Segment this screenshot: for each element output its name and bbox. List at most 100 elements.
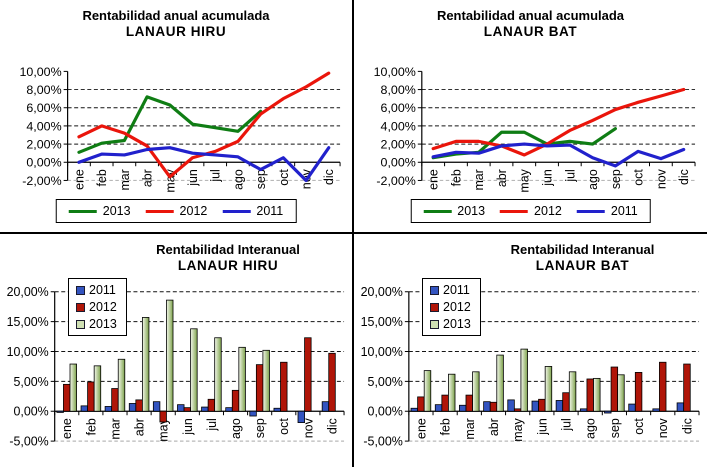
svg-text:2,00%: 2,00% [26,138,61,152]
svg-text:ene: ene [72,169,86,190]
legend-entry-2013: 2013 [423,204,485,218]
svg-text:10,00%: 10,00% [374,65,416,79]
svg-text:nov: nov [654,168,668,189]
svg-text:abr: abr [487,418,501,436]
legend-label: 2013 [89,317,117,331]
legend-label: 2012 [534,204,562,218]
legend-entry-2011: 2011 [430,283,471,297]
svg-text:jun: jun [186,169,200,187]
legend-label: 2011 [443,283,470,297]
legend-line-swatch-2012 [500,209,529,213]
svg-text:10,00%: 10,00% [361,345,403,359]
svg-text:jun: jun [535,418,549,436]
panel-interanual-bat: Rentabilidad Interanual LANAUR BAT 20,00… [354,234,707,467]
svg-text:10,00%: 10,00% [20,65,62,79]
legend-square-swatch-2013 [76,319,85,329]
legend-line-swatch-2012 [145,209,174,213]
legend-label: 2012 [443,300,471,314]
legend-label: 2012 [89,300,117,314]
legend-entry-2012: 2012 [145,204,208,218]
bar-chart-svg: 20,00% 15,00% 10,00% 5,00% 0,00% -5,00% ene feb… [361,285,700,449]
svg-text:20,00%: 20,00% [361,285,403,299]
chart-title-line2: LANAUR HIRU [125,24,227,39]
svg-text:oct: oct [277,418,291,435]
svg-text:-2,00%: -2,00% [376,174,415,188]
svg-text:oct: oct [632,169,646,186]
svg-text:2,00%: 2,00% [381,138,416,152]
svg-text:ene: ene [414,418,428,439]
svg-text:jul: jul [563,169,577,182]
svg-text:dic: dic [677,169,691,185]
chart-title: Rentabilidad anual acumulada LANAUR BAT [354,8,707,40]
legend-square-swatch-2011 [430,285,439,295]
svg-text:abr: abr [141,169,155,187]
line-chart-svg: 10,00% 8,00% 6,00% 4,00% 2,00% 0,00% -2,00% ene… [20,65,341,193]
legend: 2013 2012 2011 [55,199,297,223]
svg-text:4,00%: 4,00% [381,119,416,133]
legend-square-swatch-2013 [430,319,439,329]
svg-text:mar: mar [463,418,477,439]
line-chart-acumulada-bat: 10,00% 8,00% 6,00% 4,00% 2,00% 0,00% -2,00% ene… [354,0,707,232]
panel-interanual-hiru: Rentabilidad Interanual LANAUR HIRU 20,0… [0,234,354,467]
svg-text:6,00%: 6,00% [381,101,416,115]
svg-text:0,00%: 0,00% [14,405,49,419]
chart-title: Rentabilidad Interanual LANAUR HIRU [108,242,348,274]
svg-text:8,00%: 8,00% [381,83,416,97]
svg-text:may: may [511,417,525,441]
chart-title-line1: Rentabilidad Interanual [156,242,300,257]
svg-text:ene: ene [60,418,74,439]
legend-label: 2011 [256,204,284,218]
legend-label: 2013 [102,204,131,218]
svg-text:ago: ago [584,418,598,439]
svg-text:mar: mar [472,169,486,190]
svg-text:jul: jul [209,169,223,182]
svg-text:-2,00%: -2,00% [22,174,61,188]
chart-title: Rentabilidad anual acumulada LANAUR HIRU [0,8,352,40]
legend-line-swatch-2013 [423,209,452,213]
svg-text:ago: ago [229,418,243,439]
svg-text:nov: nov [656,417,670,438]
svg-text:may: may [157,417,171,441]
svg-text:15,00%: 15,00% [361,315,403,329]
bar-chart-interanual-hiru: 20,00% 15,00% 10,00% 5,00% 0,00% -5,00% ene feb… [0,234,352,467]
chart-title-line1: Rentabilidad anual acumulada [82,8,270,23]
svg-text:sep: sep [254,169,268,189]
svg-text:sep: sep [608,418,622,438]
svg-text:dic: dic [322,169,336,185]
svg-text:feb: feb [449,169,463,186]
legend-entry-2013: 2013 [68,204,131,218]
svg-text:6,00%: 6,00% [26,101,61,115]
svg-text:oct: oct [277,169,291,186]
svg-text:sep: sep [609,169,623,189]
svg-text:4,00%: 4,00% [26,119,61,133]
svg-text:jul: jul [560,418,574,431]
legend-label: 2013 [443,317,471,331]
legend: 2011 2012 2013 [68,278,127,336]
legend: 2011 2012 2013 [422,278,481,336]
legend: 2013 2012 2011 [410,199,651,223]
chart-title-line2: LANAUR BAT [483,24,578,39]
legend-entry-2012: 2012 [430,300,471,314]
line-chart-acumulada-hiru: 10,00% 8,00% 6,00% 4,00% 2,00% 0,00% -2,00% ene… [0,0,352,232]
svg-text:5,00%: 5,00% [368,375,403,389]
chart-title-line2: LANAUR BAT [535,258,630,273]
legend-entry-2013: 2013 [76,317,117,331]
svg-text:ago: ago [586,169,600,190]
svg-text:oct: oct [632,418,646,435]
svg-text:0,00%: 0,00% [368,405,403,419]
chart-title-line2: LANAUR HIRU [177,258,279,273]
legend-label: 2012 [179,204,208,218]
legend-entry-2011: 2011 [576,204,638,218]
legend-entry-2011: 2011 [222,204,283,218]
svg-text:8,00%: 8,00% [26,83,61,97]
panel-acumulada-hiru: Rentabilidad anual acumulada LANAUR HIRU… [0,0,354,234]
svg-text:feb: feb [95,169,109,186]
svg-text:jul: jul [205,418,219,431]
legend-square-swatch-2012 [430,302,439,312]
svg-text:sep: sep [253,418,267,438]
panel-acumulada-bat: Rentabilidad anual acumulada LANAUR BAT … [354,0,707,234]
svg-text:abr: abr [495,169,509,187]
chart-title-line1: Rentabilidad anual acumulada [436,8,625,23]
svg-text:feb: feb [84,418,98,435]
svg-text:-5,00%: -5,00% [363,435,402,449]
